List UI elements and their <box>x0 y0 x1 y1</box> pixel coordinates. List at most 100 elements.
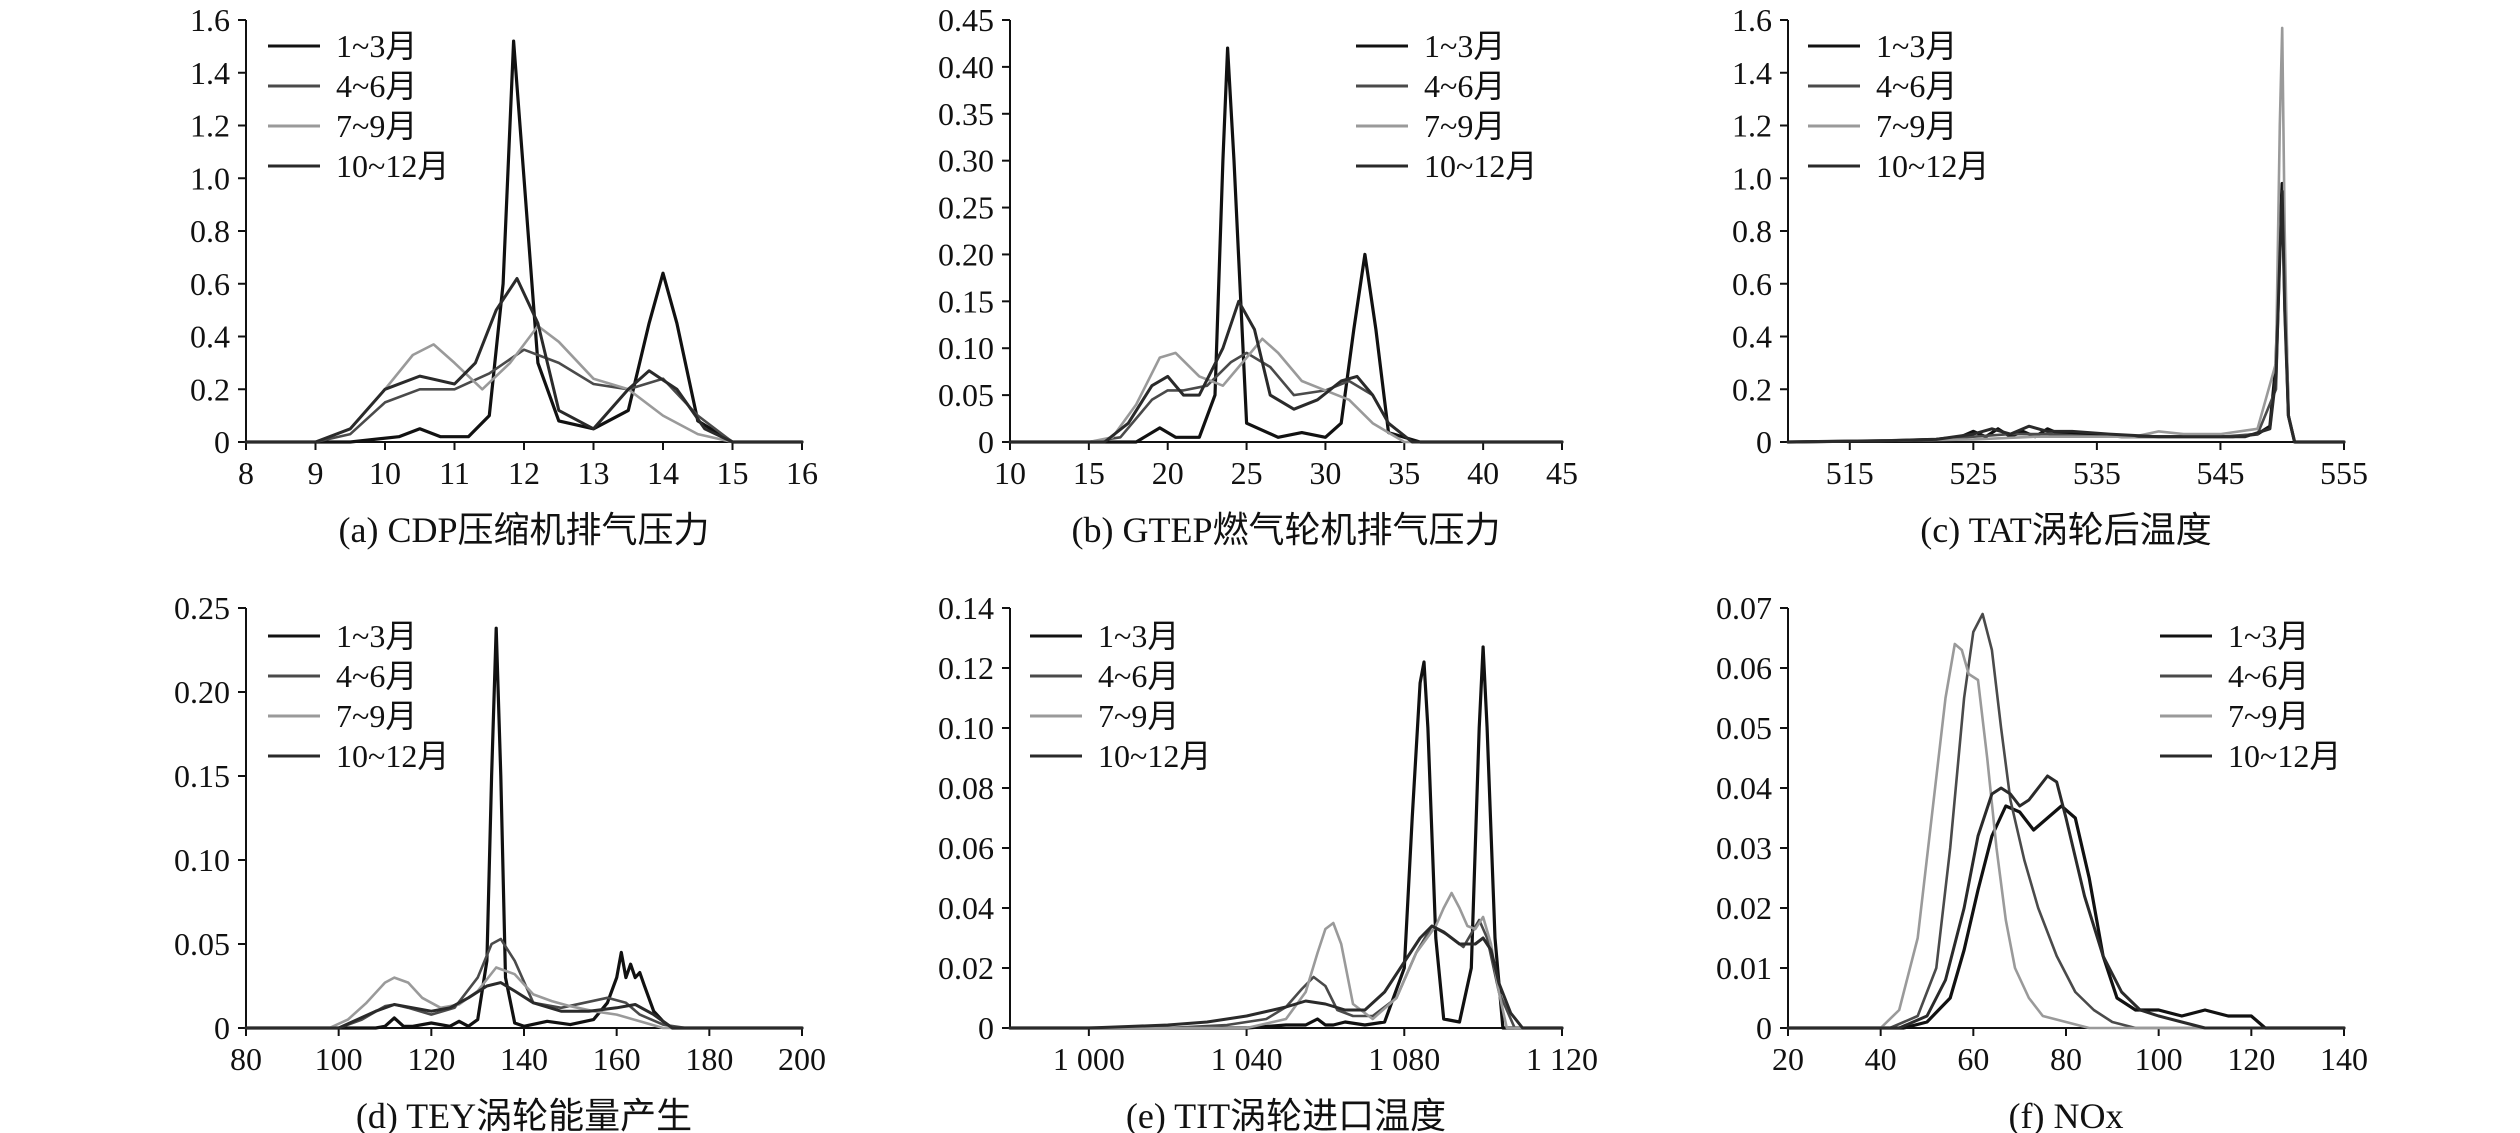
chart-caption: (f) NOx <box>2009 1096 2124 1133</box>
series-line-4 <box>1008 299 1564 444</box>
y-tick-label: 0.2 <box>190 371 230 407</box>
y-tick-label: 1.0 <box>1732 160 1772 196</box>
y-tick-label: 0 <box>978 424 994 460</box>
series-line-1 <box>1786 181 2346 444</box>
y-tick-label: 0.8 <box>190 213 230 249</box>
y-tick-label: 0.20 <box>174 674 230 710</box>
x-tick-label: 13 <box>578 455 610 491</box>
x-tick-label: 535 <box>2073 455 2121 491</box>
x-tick-label: 11 <box>439 455 470 491</box>
x-tick-label: 10 <box>369 455 401 491</box>
legend-label-4: 10~12月 <box>2228 738 2341 774</box>
x-tick-label: 45 <box>1546 455 1578 491</box>
x-tick-label: 140 <box>500 1041 548 1077</box>
chart-caption: (e) TIT涡轮进口温度 <box>1126 1096 1446 1133</box>
y-tick-label: 0.15 <box>938 283 994 319</box>
x-tick-label: 160 <box>593 1041 641 1077</box>
series-line-3 <box>1786 642 2346 1030</box>
y-tick-label: 0.25 <box>938 190 994 226</box>
y-tick-label: 0.40 <box>938 49 994 85</box>
y-tick-label: 0.4 <box>1732 319 1772 355</box>
chart-panel-6: 0 0.01 0.02 0.03 0.04 0.05 0.06 0.07 20 40 60 80 100… <box>1716 590 2368 1133</box>
y-tick-label: 1.2 <box>1732 108 1772 144</box>
series-line-2 <box>1008 918 1564 1030</box>
y-tick-label: 0.14 <box>938 590 994 626</box>
x-tick-label: 25 <box>1231 455 1263 491</box>
y-tick-label: 0.10 <box>938 330 994 366</box>
series-line-3 <box>1008 891 1564 1030</box>
x-tick-label: 1 040 <box>1211 1041 1283 1077</box>
y-tick-label: 0.03 <box>1716 830 1772 866</box>
x-tick-label: 1 080 <box>1368 1041 1440 1077</box>
y-tick-label: 0 <box>214 424 230 460</box>
y-tick-label: 0 <box>978 1010 994 1046</box>
y-tick-label: 0.05 <box>1716 710 1772 746</box>
x-tick-label: 180 <box>685 1041 733 1077</box>
series-line-4 <box>1786 189 2346 444</box>
x-tick-label: 100 <box>2135 1041 2183 1077</box>
x-tick-label: 12 <box>508 455 540 491</box>
x-tick-label: 525 <box>1949 455 1997 491</box>
x-tick-label: 100 <box>315 1041 363 1077</box>
y-tick-label: 1.2 <box>190 108 230 144</box>
legend-label-4: 10~12月 <box>1876 148 1989 184</box>
y-tick-label: 0.02 <box>938 950 994 986</box>
series-line-4 <box>244 981 804 1030</box>
x-tick-label: 555 <box>2320 455 2368 491</box>
y-tick-label: 0.06 <box>938 830 994 866</box>
chart-panel-4: 0 0.05 0.10 0.15 0.20 0.25 80 100 120 140 160 180 20… <box>174 590 826 1133</box>
chart-panel-3: 0 0.2 0.4 0.6 0.8 1.0 1.2 1.4 1.6 515 525 535 545 555… <box>1732 2 2368 550</box>
x-tick-label: 80 <box>2050 1041 2082 1077</box>
x-tick-label: 120 <box>407 1041 455 1077</box>
y-tick-label: 0.6 <box>190 266 230 302</box>
chart-caption: (d) TEY涡轮能量产生 <box>356 1096 692 1133</box>
y-tick-label: 1.0 <box>190 160 230 196</box>
x-tick-label: 1 120 <box>1526 1041 1598 1077</box>
y-tick-label: 0.2 <box>1732 371 1772 407</box>
x-tick-label: 200 <box>778 1041 826 1077</box>
x-tick-label: 20 <box>1772 1041 1804 1077</box>
x-tick-label: 8 <box>238 455 254 491</box>
x-tick-label: 9 <box>308 455 324 491</box>
y-tick-label: 0.04 <box>1716 770 1772 806</box>
chart-panel-5: 0 0.02 0.04 0.06 0.08 0.10 0.12 0.14 1 000 1 040 1… <box>938 590 1598 1133</box>
x-tick-label: 16 <box>786 455 818 491</box>
series-line-3 <box>1786 26 2346 444</box>
y-tick-label: 0.08 <box>938 770 994 806</box>
chart-panel-1: 0 0.2 0.4 0.6 0.8 1.0 1.2 1.4 1.6 8 9 10 11 12 13 14 15 1… <box>190 2 818 550</box>
y-tick-label: 0.04 <box>938 890 994 926</box>
legend-label-1: 1~3月 <box>2228 618 2309 654</box>
series-line-2 <box>1008 351 1564 444</box>
legend-label-1: 1~3月 <box>336 28 417 64</box>
series-line-1 <box>1786 804 2346 1030</box>
y-tick-label: 0.05 <box>174 926 230 962</box>
legend-label-4: 10~12月 <box>1098 738 1211 774</box>
legend-label-4: 10~12月 <box>1424 148 1537 184</box>
legend-label-3: 7~9月 <box>336 108 417 144</box>
x-tick-label: 15 <box>717 455 749 491</box>
y-tick-label: 0 <box>214 1010 230 1046</box>
legend-label-3: 7~9月 <box>336 698 417 734</box>
y-tick-label: 0.30 <box>938 143 994 179</box>
series-line-1 <box>1008 46 1564 444</box>
x-tick-label: 545 <box>2196 455 2244 491</box>
legend-label-3: 7~9月 <box>1876 108 1957 144</box>
x-tick-label: 1 000 <box>1053 1041 1125 1077</box>
y-tick-label: 0.8 <box>1732 213 1772 249</box>
y-tick-label: 0.10 <box>174 842 230 878</box>
x-tick-label: 120 <box>2227 1041 2275 1077</box>
y-tick-label: 0 <box>1756 424 1772 460</box>
series-line-2 <box>244 348 804 444</box>
legend-label-3: 7~9月 <box>1098 698 1179 734</box>
legend-label-1: 1~3月 <box>1424 28 1505 64</box>
y-tick-label: 0 <box>1756 1010 1772 1046</box>
x-tick-label: 60 <box>1957 1041 1989 1077</box>
legend-label-2: 4~6月 <box>1876 68 1957 104</box>
chart-caption: (c) TAT涡轮后温度 <box>1920 510 2211 550</box>
x-tick-label: 20 <box>1152 455 1184 491</box>
x-tick-label: 15 <box>1073 455 1105 491</box>
y-tick-label: 0.4 <box>190 319 230 355</box>
y-tick-label: 0.20 <box>938 236 994 272</box>
y-tick-label: 0.01 <box>1716 950 1772 986</box>
